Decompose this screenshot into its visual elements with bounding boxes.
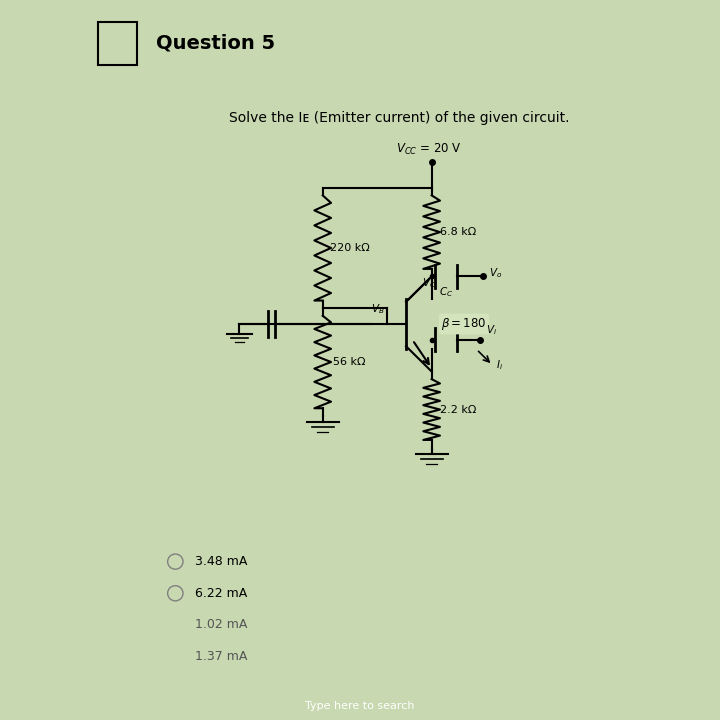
Text: $C_C$: $C_C$ — [439, 286, 453, 300]
Text: 6.8 kΩ: 6.8 kΩ — [441, 227, 477, 237]
Text: 56 kΩ: 56 kΩ — [333, 357, 366, 367]
Text: 2.2 kΩ: 2.2 kΩ — [441, 405, 477, 415]
Text: Solve the Iᴇ (Emitter current) of the given circuit.: Solve the Iᴇ (Emitter current) of the gi… — [230, 111, 570, 125]
Text: $V_o$: $V_o$ — [490, 266, 503, 280]
Text: 1.37 mA: 1.37 mA — [194, 650, 247, 663]
Text: 3.48 mA: 3.48 mA — [194, 555, 247, 568]
Text: $\beta = 180$: $\beta = 180$ — [441, 316, 487, 332]
Text: 220 kΩ: 220 kΩ — [330, 243, 369, 253]
Bar — [99, 22, 137, 65]
Text: $V_B$: $V_B$ — [371, 302, 384, 316]
Text: Type here to search: Type here to search — [305, 701, 415, 711]
Text: 1.02 mA: 1.02 mA — [194, 618, 247, 631]
Text: $V_{CC}$ = 20 V: $V_{CC}$ = 20 V — [395, 142, 462, 157]
Text: $I_i$: $I_i$ — [495, 359, 503, 372]
Text: Question 5: Question 5 — [156, 34, 275, 53]
Text: 6.22 mA: 6.22 mA — [194, 587, 247, 600]
Text: $V_i$: $V_i$ — [486, 323, 498, 337]
Text: $V_C$: $V_C$ — [422, 276, 436, 289]
